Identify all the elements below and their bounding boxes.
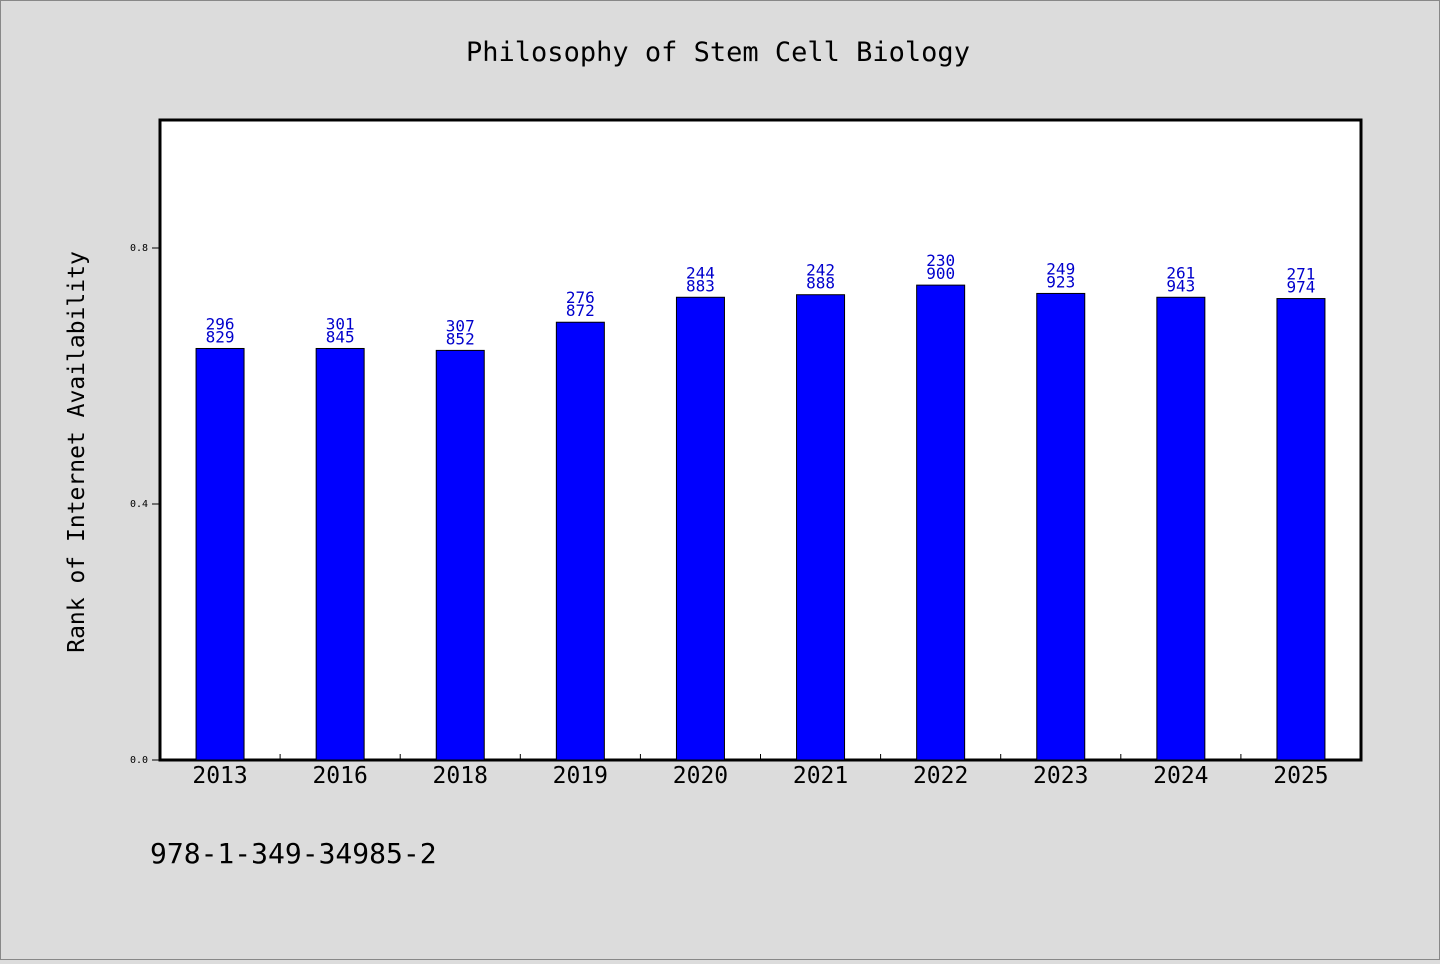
bar-series — [195, 284, 1326, 761]
y-axis-label: Rank of Internet Availability — [64, 251, 90, 653]
y-tick-label: 0.0 — [130, 755, 148, 766]
bar-label-bottom: 974 — [1286, 278, 1315, 297]
x-tick-label: 2016 — [312, 763, 367, 789]
bar-2018 — [435, 349, 485, 761]
y-tick-label: 0.4 — [130, 499, 148, 510]
x-tick-label: 2020 — [673, 763, 728, 789]
bar-label-top: 301 — [326, 314, 355, 333]
bar-2016 — [315, 347, 365, 761]
x-axis-ticks — [279, 754, 1242, 760]
bar-label-top: 276 — [566, 288, 595, 307]
chart-title: Philosophy of Stem Cell Biology — [466, 37, 970, 68]
bar-label-top: 249 — [1046, 259, 1075, 278]
bar-2019 — [555, 321, 605, 761]
x-tick-label: 2021 — [793, 763, 848, 789]
bar-2022 — [916, 284, 966, 761]
x-tick-label: 2019 — [553, 763, 608, 789]
x-tick-label: 2023 — [1033, 763, 1088, 789]
x-tick-label: 2025 — [1273, 763, 1328, 789]
bar-data-labels: 2968293018453078522768722448832428882309… — [206, 251, 1316, 348]
x-tick-label: 2013 — [192, 763, 247, 789]
bar-label-bottom: 943 — [1166, 276, 1195, 295]
bar-2013 — [195, 347, 245, 761]
y-axis-ticks: 0.0 0.4 0.8 — [130, 243, 160, 766]
bar-label-top: 261 — [1166, 263, 1195, 282]
bar-label-bottom: 883 — [686, 276, 715, 295]
bar-label-top: 271 — [1286, 265, 1315, 284]
bar-label-top: 230 — [926, 251, 955, 270]
bar-label-top: 242 — [806, 261, 835, 280]
bar-label-bottom: 852 — [446, 329, 475, 348]
x-tick-label: 2024 — [1153, 763, 1208, 789]
bar-label-bottom: 829 — [206, 327, 235, 346]
x-tick-label: 2018 — [433, 763, 488, 789]
bar-label-top: 307 — [446, 316, 475, 335]
bar-2025 — [1276, 298, 1326, 761]
bar-2023 — [1036, 292, 1086, 761]
bar-label-bottom: 888 — [806, 274, 835, 293]
bar-label-top: 244 — [686, 263, 715, 282]
isbn-footer: 978-1-349-34985-2 — [150, 837, 437, 870]
x-tick-label: 2022 — [913, 763, 968, 789]
bar-label-bottom: 923 — [1046, 272, 1075, 291]
y-tick-label: 0.8 — [130, 243, 148, 254]
bar-2021 — [796, 294, 846, 761]
bar-2024 — [1156, 296, 1206, 761]
bar-2020 — [675, 296, 725, 761]
bar-label-bottom: 872 — [566, 301, 595, 320]
x-axis-tick-labels: 2013 2016 2018 2019 2020 2021 2022 2023 2024 2025 — [192, 763, 1328, 789]
bar-label-top: 296 — [206, 314, 235, 333]
bar-label-bottom: 845 — [326, 327, 355, 346]
bar-label-bottom: 900 — [926, 264, 955, 283]
